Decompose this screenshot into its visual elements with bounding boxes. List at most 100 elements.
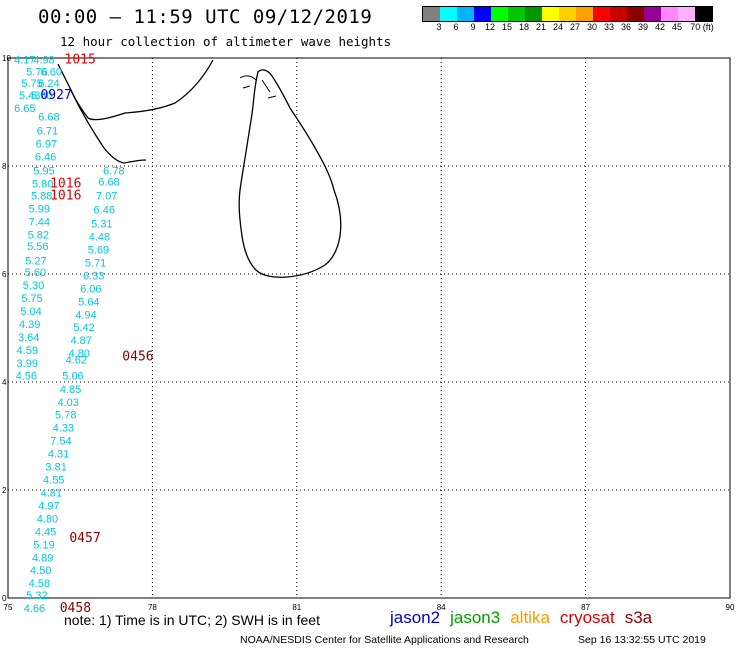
swh-value: 5.31: [91, 219, 112, 231]
swh-value: 6.68: [38, 112, 59, 124]
swh-value: 4.98: [33, 54, 54, 66]
lon-tick-label: 87: [581, 603, 590, 612]
swh-value: 6.33: [83, 270, 104, 282]
color-swatch-13: [644, 7, 661, 21]
lat-tick-label: 8: [2, 162, 7, 171]
swh-value: 7.07: [96, 190, 117, 202]
swh-value: 5.64: [78, 296, 99, 308]
swh-value: 4.81: [41, 487, 62, 499]
color-swatch-11: [610, 7, 627, 21]
swh-value: 4.58: [29, 578, 50, 590]
satellite-legend: jason2 jason3 altika cryosat s3a: [390, 608, 662, 628]
color-scale-label: 12: [484, 22, 496, 32]
lat-tick-label: 0: [2, 594, 7, 603]
color-swatch-5: [508, 7, 525, 21]
swh-value: 5.32: [26, 590, 47, 602]
map-axis-labels: 10 8 6 4 2 075 78 81 84 87 90: [2, 54, 735, 612]
swh-value: 5.99: [29, 203, 50, 215]
color-scale-label: 15: [501, 22, 513, 32]
swh-value: 3.64: [18, 332, 39, 344]
color-scale-label: 27: [569, 22, 581, 32]
color-scale-labels: 3 6 9 12 15 18 21 24 27 30 33 36 39 42 45 70 (ft): [422, 22, 740, 34]
swh-value: 4.55: [43, 475, 64, 487]
map-grid: [7, 57, 731, 599]
swh-value: 5.69: [88, 244, 109, 256]
color-swatch-15: [678, 7, 695, 21]
swh-value: 5.06: [62, 370, 83, 382]
swh-value: 5.27: [25, 255, 46, 267]
lon-tick-label: 90: [726, 603, 735, 612]
color-scale-label: 9: [470, 22, 476, 32]
swh-value: 6.71: [37, 126, 58, 138]
color-swatch-12: [627, 7, 644, 21]
color-scale-label: 24: [552, 22, 564, 32]
jaffna-peninsula: [239, 75, 277, 99]
swh-value: 7.44: [29, 216, 50, 228]
swh-value: 5.60: [25, 267, 46, 279]
satellite-jason2: jason2: [390, 608, 441, 627]
credit-timestamp: Sep 16 13:32:55 UTC 2019: [578, 634, 706, 646]
swh-value: 6.46: [94, 205, 115, 217]
footer-note: note: 1) Time is in UTC; 2) SWH is in fe…: [64, 612, 320, 628]
swh-value: 5.80: [32, 179, 53, 191]
color-swatch-9: [576, 7, 593, 21]
color-swatch-10: [593, 7, 610, 21]
lat-tick-label: 4: [2, 378, 7, 387]
swh-value: 3.81: [45, 462, 66, 474]
swh-value: 4.17: [14, 54, 35, 66]
swh-value: 5.71: [85, 257, 106, 269]
pass-time-label: 0458: [60, 601, 91, 616]
lat-tick-label: 10: [2, 54, 11, 63]
color-scale-label: 45: [671, 22, 683, 32]
pass-time-label: 1016: [50, 177, 81, 192]
satellite-cryosat: cryosat: [559, 608, 615, 627]
swh-value: 4.56: [16, 370, 37, 382]
pass-time-label: 0457: [69, 531, 100, 546]
swh-value: 5.60: [31, 90, 52, 102]
lat-tick-label: 6: [2, 270, 7, 279]
swh-value: 4.97: [38, 500, 59, 512]
swh-value: 6.78: [103, 166, 124, 178]
page-title: 00:00 – 11:59 UTC 09/12/2019: [38, 6, 373, 28]
color-swatch-8: [559, 7, 576, 21]
swh-value: 6.06: [80, 283, 101, 295]
swh-value: 5.19: [33, 539, 54, 551]
swh-value: 4.62: [66, 355, 87, 367]
swh-value: 5.76: [26, 66, 47, 78]
map-frame: [7, 57, 731, 599]
swh-value: 6.24: [38, 78, 59, 90]
swh-value: 4.39: [19, 319, 40, 331]
swh-value: 4.89: [32, 552, 53, 564]
india-coastline: [57, 59, 214, 121]
color-swatch-7: [542, 7, 559, 21]
color-scale-label: 3: [436, 22, 442, 32]
lat-tick-label: 2: [2, 486, 7, 495]
color-scale-label: 36: [620, 22, 632, 32]
pass-time-label: 1015: [65, 52, 96, 67]
color-scale-label: 6: [453, 22, 459, 32]
swh-measurements: 4.174.985.766.605.756.245.435.606.656.68…: [14, 54, 124, 615]
swh-value: 4.03: [57, 397, 78, 409]
swh-value: 4.31: [48, 449, 69, 461]
swh-value: 4.33: [53, 423, 74, 435]
color-swatch-4: [491, 7, 508, 21]
color-swatch-16: [695, 7, 712, 21]
page-subtitle: 12 hour collection of altimeter wave hei…: [60, 34, 392, 49]
lon-tick-label: 78: [148, 603, 157, 612]
swh-value: 6.65: [14, 103, 35, 115]
color-scale-label: 30: [586, 22, 598, 32]
color-swatch-14: [661, 7, 678, 21]
swh-value: 4.85: [60, 384, 81, 396]
swh-value: 5.30: [23, 280, 44, 292]
swh-value: 3.99: [17, 358, 38, 370]
color-scale-bar: [422, 6, 713, 22]
swh-value: 4.80: [37, 513, 58, 525]
swh-value: 5.56: [27, 241, 48, 253]
color-swatch-1: [440, 7, 457, 21]
swh-value: 5.43: [19, 90, 40, 102]
swh-value: 5.75: [21, 78, 42, 90]
swh-value: 4.48: [89, 232, 110, 244]
color-scale-label: 39: [637, 22, 649, 32]
